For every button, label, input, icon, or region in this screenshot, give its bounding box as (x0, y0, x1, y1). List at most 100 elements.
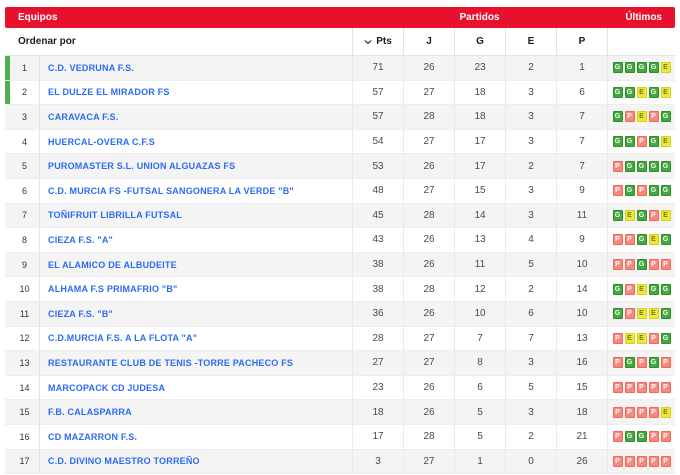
result-chip-p: P (648, 431, 659, 443)
standings-table: Equipos Partidos Últimos Ordenar por Pts… (5, 7, 675, 475)
team-cell: 12 C.D.MURCIA F.S. A LA FLOTA "A" (5, 326, 352, 351)
result-chip-p: P (648, 382, 659, 394)
result-chip-g: G (648, 357, 659, 369)
team-link[interactable]: ALHAMA F.S PRIMAFRIO "B" (48, 284, 178, 295)
result-chip-g: G (648, 86, 659, 98)
result-chip-p: P (612, 382, 623, 394)
pts-value: 48 (352, 178, 403, 203)
header-equipos: Equipos (18, 12, 58, 23)
team-link[interactable]: CARAVACA F.S. (48, 111, 119, 122)
e-value: 2 (505, 277, 556, 301)
team-link[interactable]: C.D. MURCIA FS -FUTSAL SANGONERA LA VERD… (48, 185, 294, 196)
team-cell: 1 C.D. VEDRUNA F.S. (5, 56, 352, 80)
result-chip-p: P (660, 259, 671, 271)
result-chip-e: E (624, 332, 635, 344)
team-cell: 11 CIEZA F.S. "B" (5, 301, 352, 326)
result-chip-e: E (636, 86, 647, 98)
table-row: 6 C.D. MURCIA FS -FUTSAL SANGONERA LA VE… (5, 178, 675, 204)
j-value: 28 (403, 203, 454, 228)
pts-value: 18 (352, 400, 403, 424)
e-value: 2 (505, 424, 556, 449)
e-value: 7 (505, 326, 556, 351)
result-chip-p: P (660, 455, 671, 467)
result-chip-e: E (660, 86, 671, 98)
g-value: 15 (454, 178, 505, 203)
j-value: 26 (403, 154, 454, 178)
e-value: 2 (505, 154, 556, 178)
column-header-pts[interactable]: Pts (352, 28, 403, 55)
team-cell: 5 PUROMASTER S.L. UNION ALGUAZAS FS (5, 154, 352, 178)
team-link[interactable]: EL ALAMICO DE ALBUDEITE (48, 259, 177, 270)
result-chip-p: P (624, 406, 635, 418)
g-value: 5 (454, 400, 505, 424)
result-chip-g: G (612, 283, 623, 295)
result-chip-p: P (636, 406, 647, 418)
column-header-g[interactable]: G (454, 28, 505, 55)
result-chip-p: P (636, 136, 647, 148)
team-link[interactable]: RESTAURANTE CLUB DE TENIS -TORRE PACHECO… (48, 357, 294, 368)
team-cell: 3 CARAVACA F.S. (5, 105, 352, 129)
result-chip-g: G (636, 259, 647, 271)
position: 12 (10, 326, 40, 351)
team-link[interactable]: F.B. CALASPARRA (48, 407, 132, 418)
result-chip-g: G (636, 209, 647, 221)
p-value: 26 (556, 449, 607, 474)
g-value: 17 (454, 154, 505, 178)
p-value: 16 (556, 351, 607, 375)
team-link[interactable]: MARCOPACK CD JUDESA (48, 382, 166, 393)
position: 6 (10, 178, 40, 203)
team-link[interactable]: TOÑIFRUIT LIBRILLA FUTSAL (48, 210, 182, 221)
result-chip-g: G (624, 136, 635, 148)
team-cell: 4 HUERCAL-OVERA C.F.S (5, 129, 352, 154)
column-header-e[interactable]: E (505, 28, 556, 55)
result-chip-g: G (624, 431, 635, 443)
j-value: 27 (403, 326, 454, 351)
table-row: 10 ALHAMA F.S PRIMAFRIO "B" 38 28 12 2 1… (5, 277, 675, 302)
position: 2 (10, 80, 40, 105)
table-row: 17 C.D. DIVINO MAESTRO TORREÑO 3 27 1 0 … (5, 449, 675, 475)
result-chip-p: P (648, 406, 659, 418)
position: 14 (10, 375, 40, 400)
j-value: 28 (403, 105, 454, 129)
g-value: 6 (454, 375, 505, 400)
p-value: 1 (556, 56, 607, 80)
e-value: 3 (505, 400, 556, 424)
result-chip-p: P (624, 308, 635, 320)
team-cell: 16 CD MAZARRON F.S. (5, 424, 352, 449)
pts-value: 71 (352, 56, 403, 80)
g-value: 23 (454, 56, 505, 80)
result-chip-g: G (660, 185, 671, 197)
p-value: 10 (556, 301, 607, 326)
g-value: 17 (454, 129, 505, 154)
team-link[interactable]: CD MAZARRON F.S. (48, 431, 138, 442)
g-value: 10 (454, 301, 505, 326)
team-link[interactable]: PUROMASTER S.L. UNION ALGUAZAS FS (48, 161, 236, 172)
column-header-p[interactable]: P (556, 28, 607, 55)
team-cell: 14 MARCOPACK CD JUDESA (5, 375, 352, 400)
team-link[interactable]: HUERCAL-OVERA C.F.S (48, 136, 155, 147)
e-value: 5 (505, 252, 556, 277)
team-cell: 15 F.B. CALASPARRA (5, 400, 352, 424)
team-link[interactable]: CIEZA F.S. "B" (48, 308, 114, 319)
result-chip-p: P (660, 357, 671, 369)
result-chip-p: P (648, 209, 659, 221)
team-cell: 13 RESTAURANTE CLUB DE TENIS -TORRE PACH… (5, 351, 352, 375)
team-link[interactable]: C.D. VEDRUNA F.S. (48, 62, 135, 73)
result-chip-e: E (636, 308, 647, 320)
column-header-j[interactable]: J (403, 28, 454, 55)
e-value: 3 (505, 351, 556, 375)
team-link[interactable]: CIEZA F.S. "A" (48, 234, 114, 245)
team-link[interactable]: EL DULZE EL MIRADOR FS (48, 87, 170, 98)
g-value: 11 (454, 252, 505, 277)
result-chip-e: E (636, 332, 647, 344)
position: 9 (10, 252, 40, 277)
team-link[interactable]: C.D. DIVINO MAESTRO TORREÑO (48, 456, 200, 467)
team-link[interactable]: C.D.MURCIA F.S. A LA FLOTA "A" (48, 333, 198, 344)
promotion-indicator (5, 56, 10, 80)
